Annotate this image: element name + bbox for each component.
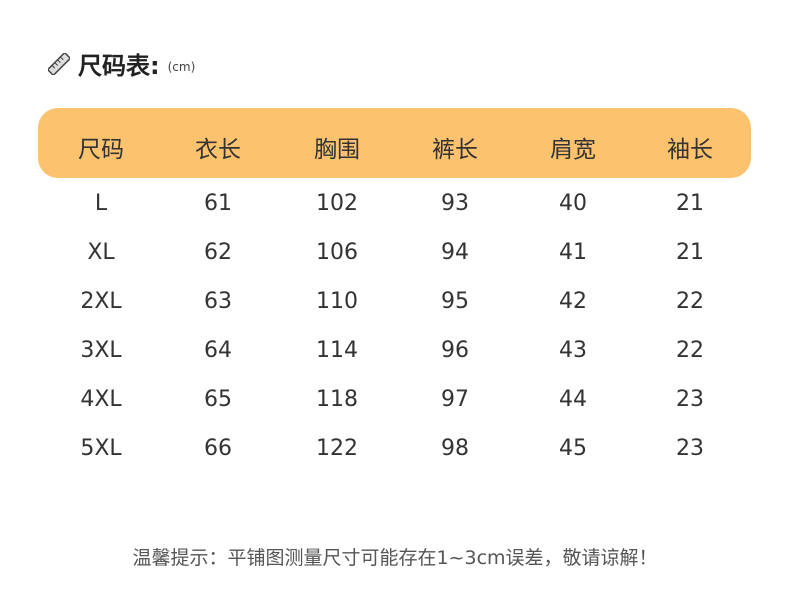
- column-header: 裤长: [432, 137, 478, 163]
- table-cell: 42: [559, 289, 587, 314]
- table-cell: 66: [204, 436, 232, 461]
- table-cell: 114: [316, 338, 358, 363]
- table-row: 2XL 63 110 95 42 22: [0, 289, 790, 329]
- table-cell: 97: [441, 387, 469, 412]
- table-cell: 22: [676, 338, 704, 363]
- table-cell: 96: [441, 338, 469, 363]
- table-cell: 23: [676, 387, 704, 412]
- column-header: 肩宽: [550, 137, 596, 163]
- table-cell: 45: [559, 436, 587, 461]
- table-cell: 65: [204, 387, 232, 412]
- table-cell: 5XL: [80, 436, 122, 461]
- table-cell: 94: [441, 240, 469, 265]
- table-cell: 22: [676, 289, 704, 314]
- column-header: 袖长: [667, 137, 713, 163]
- table-row: 3XL 64 114 96 43 22: [0, 338, 790, 378]
- ruler-icon: [48, 52, 70, 75]
- table-cell: 21: [676, 191, 704, 216]
- table-cell: 4XL: [80, 387, 122, 412]
- table-cell: 98: [441, 436, 469, 461]
- table-cell: 102: [316, 191, 358, 216]
- table-cell: 2XL: [80, 289, 122, 314]
- table-cell: 63: [204, 289, 232, 314]
- unit-label: (cm): [167, 59, 196, 74]
- page-title: 尺码表: (cm): [48, 46, 195, 81]
- table-cell: 44: [559, 387, 587, 412]
- table-cell: 3XL: [80, 338, 122, 363]
- footer-note: 温馨提示：平铺图测量尺寸可能存在1~3cm误差，敬请谅解！: [132, 547, 658, 569]
- title-text: 尺码表:: [78, 52, 160, 80]
- table-header: 尺码 衣长 胸围 裤长 肩宽 袖长: [38, 108, 751, 178]
- column-header: 胸围: [314, 137, 360, 163]
- table-cell: 64: [204, 338, 232, 363]
- table-cell: XL: [87, 240, 115, 265]
- table-cell: 62: [204, 240, 232, 265]
- table-cell: 23: [676, 436, 704, 461]
- table-cell: 110: [316, 289, 358, 314]
- column-header: 衣长: [195, 137, 241, 163]
- table-cell: 21: [676, 240, 704, 265]
- table-row: 5XL 66 122 98 45 23: [0, 436, 790, 476]
- table-cell: 41: [559, 240, 587, 265]
- table-cell: 43: [559, 338, 587, 363]
- table-cell: 122: [316, 436, 358, 461]
- table-cell: 93: [441, 191, 469, 216]
- table-row: L 61 102 93 40 21: [0, 191, 790, 231]
- table-row: XL 62 106 94 41 21: [0, 240, 790, 280]
- table-cell: 61: [204, 191, 232, 216]
- table-cell: 40: [559, 191, 587, 216]
- table-cell: 95: [441, 289, 469, 314]
- column-header: 尺码: [78, 137, 124, 163]
- table-cell: 106: [316, 240, 358, 265]
- table-cell: 118: [316, 387, 358, 412]
- table-row: 4XL 65 118 97 44 23: [0, 387, 790, 427]
- table-cell: L: [94, 191, 108, 216]
